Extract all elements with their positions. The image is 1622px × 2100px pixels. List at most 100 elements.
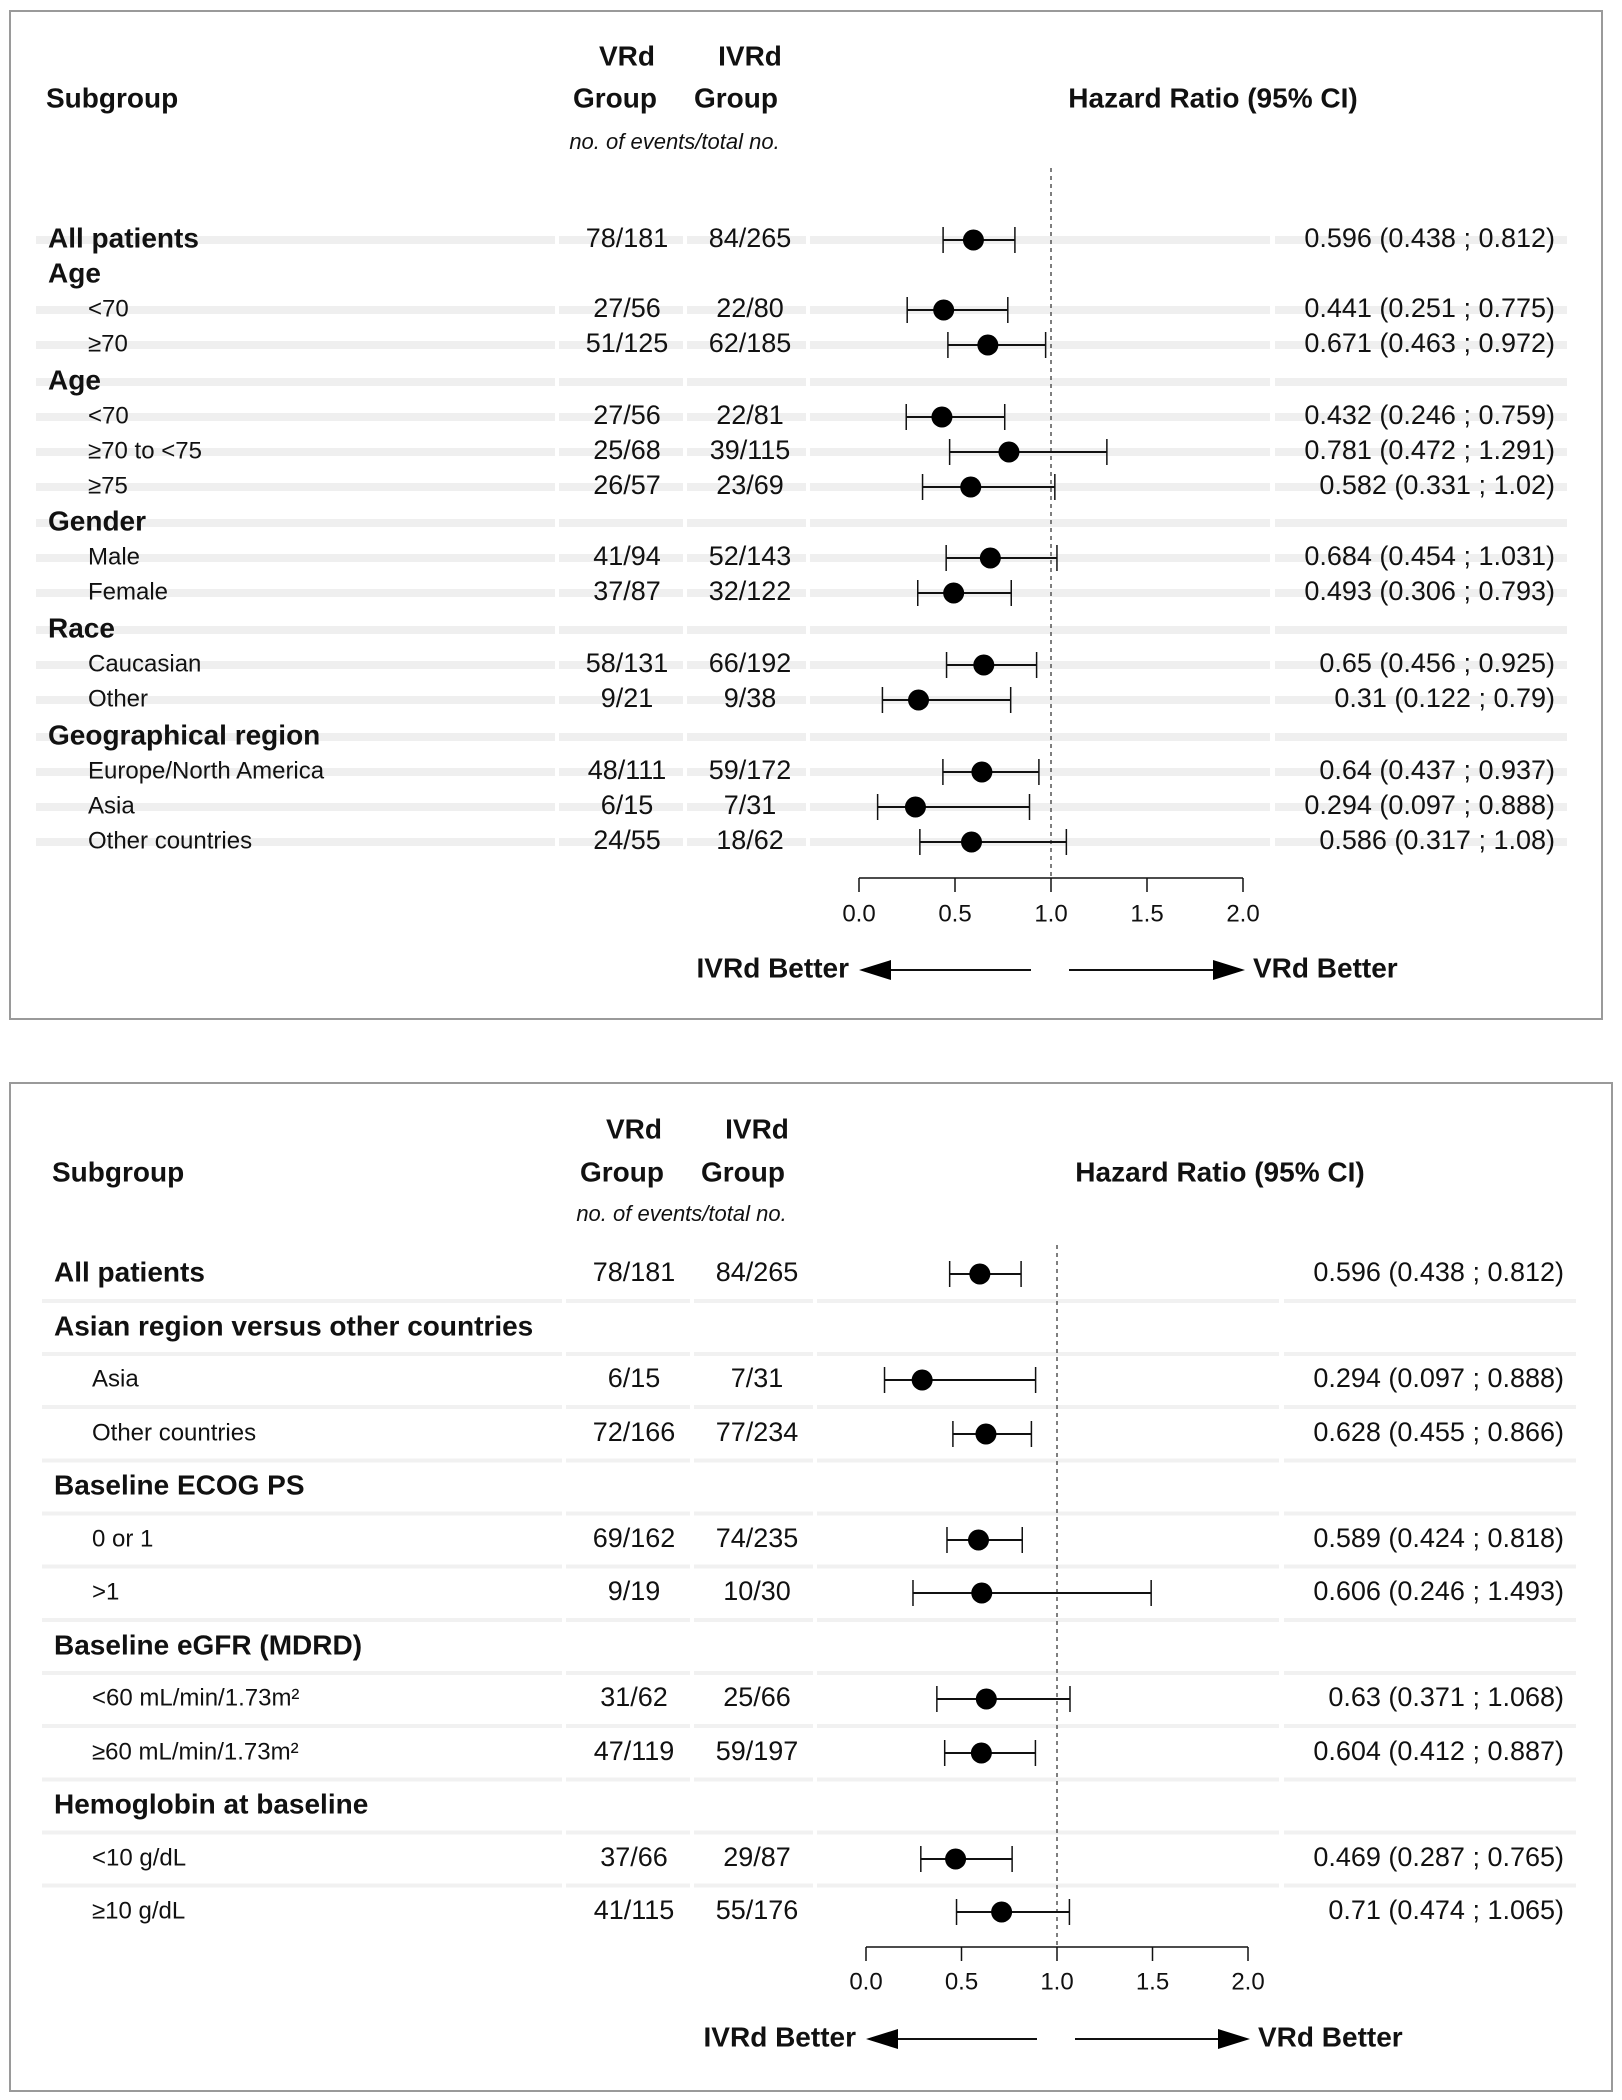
hazard-ratio-value: 0.294 (0.097 ; 0.888) bbox=[1304, 790, 1555, 820]
hazard-ratio-value: 0.596 (0.438 ; 0.812) bbox=[1313, 1257, 1564, 1287]
subgroup-label: <70 bbox=[88, 402, 129, 429]
ivrd-header: IVRd bbox=[718, 40, 782, 71]
row-separator bbox=[817, 1724, 1279, 1728]
hazard-ratio-value: 0.469 (0.287 ; 0.765) bbox=[1313, 1842, 1564, 1872]
forest-panel-2: Subgroup VRd IVRd Group Group no. of events/t… bbox=[9, 1082, 1613, 2092]
hazard-ratio-value: 0.65 (0.456 ; 0.925) bbox=[1319, 648, 1555, 678]
vrd-events: 26/57 bbox=[593, 470, 661, 500]
subgroup-label: ≥60 mL/min/1.73m² bbox=[92, 1738, 299, 1765]
row-band bbox=[1275, 589, 1567, 597]
row-band bbox=[36, 483, 555, 491]
group-label: Baseline eGFR (MDRD) bbox=[54, 1629, 362, 1660]
row-band bbox=[687, 413, 806, 421]
group-label: All patients bbox=[48, 222, 199, 253]
row-band bbox=[810, 589, 1270, 597]
ivrd-events: 84/265 bbox=[709, 223, 792, 253]
row-band bbox=[1275, 838, 1567, 846]
hazard-ratio-point bbox=[991, 1901, 1013, 1923]
ivrd-group-header: Group bbox=[701, 1156, 785, 1187]
row-separator bbox=[694, 1883, 813, 1888]
hazard-ratio-point bbox=[979, 547, 1001, 569]
row-separator bbox=[694, 1564, 813, 1569]
right-direction-label: VRd Better bbox=[1258, 2021, 1403, 2052]
row-band bbox=[687, 696, 806, 704]
row-separator bbox=[817, 1405, 1279, 1409]
row-separator bbox=[817, 1458, 1279, 1463]
row-band bbox=[687, 378, 806, 386]
row-band bbox=[1275, 768, 1567, 776]
row-band bbox=[559, 519, 683, 527]
row-band bbox=[559, 768, 683, 776]
ivrd-events: 7/31 bbox=[731, 1363, 784, 1393]
row-separator bbox=[817, 1671, 1279, 1675]
row-separator bbox=[566, 1458, 690, 1463]
row-band bbox=[559, 236, 683, 244]
row-separator bbox=[42, 1352, 562, 1356]
row-band bbox=[559, 838, 683, 846]
row-band bbox=[559, 483, 683, 491]
row-band bbox=[687, 483, 806, 491]
ivrd-events: 25/66 bbox=[723, 1682, 791, 1712]
row-separator bbox=[566, 1352, 690, 1356]
row-band bbox=[810, 626, 1270, 634]
x-tick-label: 2.0 bbox=[1226, 900, 1259, 927]
row-band bbox=[36, 733, 555, 741]
hazard-ratio-value: 0.432 (0.246 ; 0.759) bbox=[1304, 400, 1555, 430]
vrd-events: 69/162 bbox=[593, 1523, 676, 1553]
row-band bbox=[687, 341, 806, 349]
units-header: no. of events/total no. bbox=[576, 1201, 786, 1226]
row-band bbox=[36, 448, 555, 456]
hazard-ratio-value: 0.628 (0.455 ; 0.866) bbox=[1313, 1417, 1564, 1447]
subgroup-label: Female bbox=[88, 578, 168, 605]
ivrd-events: 29/87 bbox=[723, 1842, 791, 1872]
row-separator bbox=[566, 1724, 690, 1728]
panel-frame bbox=[9, 10, 1603, 1020]
row-separator bbox=[42, 1511, 562, 1516]
row-separator bbox=[1284, 1830, 1576, 1835]
right-arrow-icon bbox=[1218, 2029, 1250, 2049]
group-label: Age bbox=[48, 257, 101, 288]
units-header: no. of events/total no. bbox=[569, 129, 779, 154]
hazard-ratio-value: 0.781 (0.472 ; 1.291) bbox=[1304, 435, 1555, 465]
row-separator bbox=[566, 1830, 690, 1835]
vrd-events: 27/56 bbox=[593, 400, 661, 430]
hazard-ratio-header: Hazard Ratio (95% CI) bbox=[1075, 1156, 1364, 1187]
row-separator bbox=[694, 1352, 813, 1356]
row-separator bbox=[566, 1777, 690, 1782]
hazard-ratio-point bbox=[960, 476, 982, 498]
ivrd-events: 62/185 bbox=[709, 328, 792, 358]
vrd-events: 37/66 bbox=[600, 1842, 668, 1872]
row-band bbox=[810, 733, 1270, 741]
row-band bbox=[36, 768, 555, 776]
hazard-ratio-value: 0.441 (0.251 ; 0.775) bbox=[1304, 293, 1555, 323]
hazard-ratio-value: 0.586 (0.317 ; 1.08) bbox=[1319, 825, 1555, 855]
ivrd-events: 22/81 bbox=[716, 400, 784, 430]
row-separator bbox=[1284, 1564, 1576, 1569]
subgroup-label: ≥75 bbox=[88, 472, 128, 499]
row-band bbox=[687, 626, 806, 634]
vrd-events: 31/62 bbox=[600, 1682, 668, 1712]
row-band bbox=[1275, 448, 1567, 456]
hazard-ratio-point bbox=[975, 1423, 997, 1445]
row-band bbox=[687, 803, 806, 811]
row-separator bbox=[817, 1511, 1279, 1516]
vrd-events: 78/181 bbox=[593, 1257, 676, 1287]
left-direction-label: IVRd Better bbox=[697, 952, 850, 983]
ivrd-events: 32/122 bbox=[709, 576, 792, 606]
hazard-ratio-value: 0.671 (0.463 ; 0.972) bbox=[1304, 328, 1555, 358]
ivrd-events: 66/192 bbox=[709, 648, 792, 678]
row-band bbox=[1275, 413, 1567, 421]
hazard-ratio-value: 0.493 (0.306 ; 0.793) bbox=[1304, 576, 1555, 606]
subgroup-label: <70 bbox=[88, 295, 129, 322]
subgroup-label: ≥10 g/dL bbox=[92, 1897, 185, 1924]
ivrd-events: 7/31 bbox=[724, 790, 777, 820]
row-separator bbox=[817, 1830, 1279, 1835]
row-separator bbox=[694, 1724, 813, 1728]
row-band bbox=[559, 413, 683, 421]
row-band bbox=[1275, 626, 1567, 634]
row-separator bbox=[1284, 1777, 1576, 1782]
vrd-group-header: Group bbox=[580, 1156, 664, 1187]
row-band bbox=[36, 589, 555, 597]
ivrd-events: 55/176 bbox=[716, 1895, 799, 1925]
ivrd-events: 59/172 bbox=[709, 755, 792, 785]
